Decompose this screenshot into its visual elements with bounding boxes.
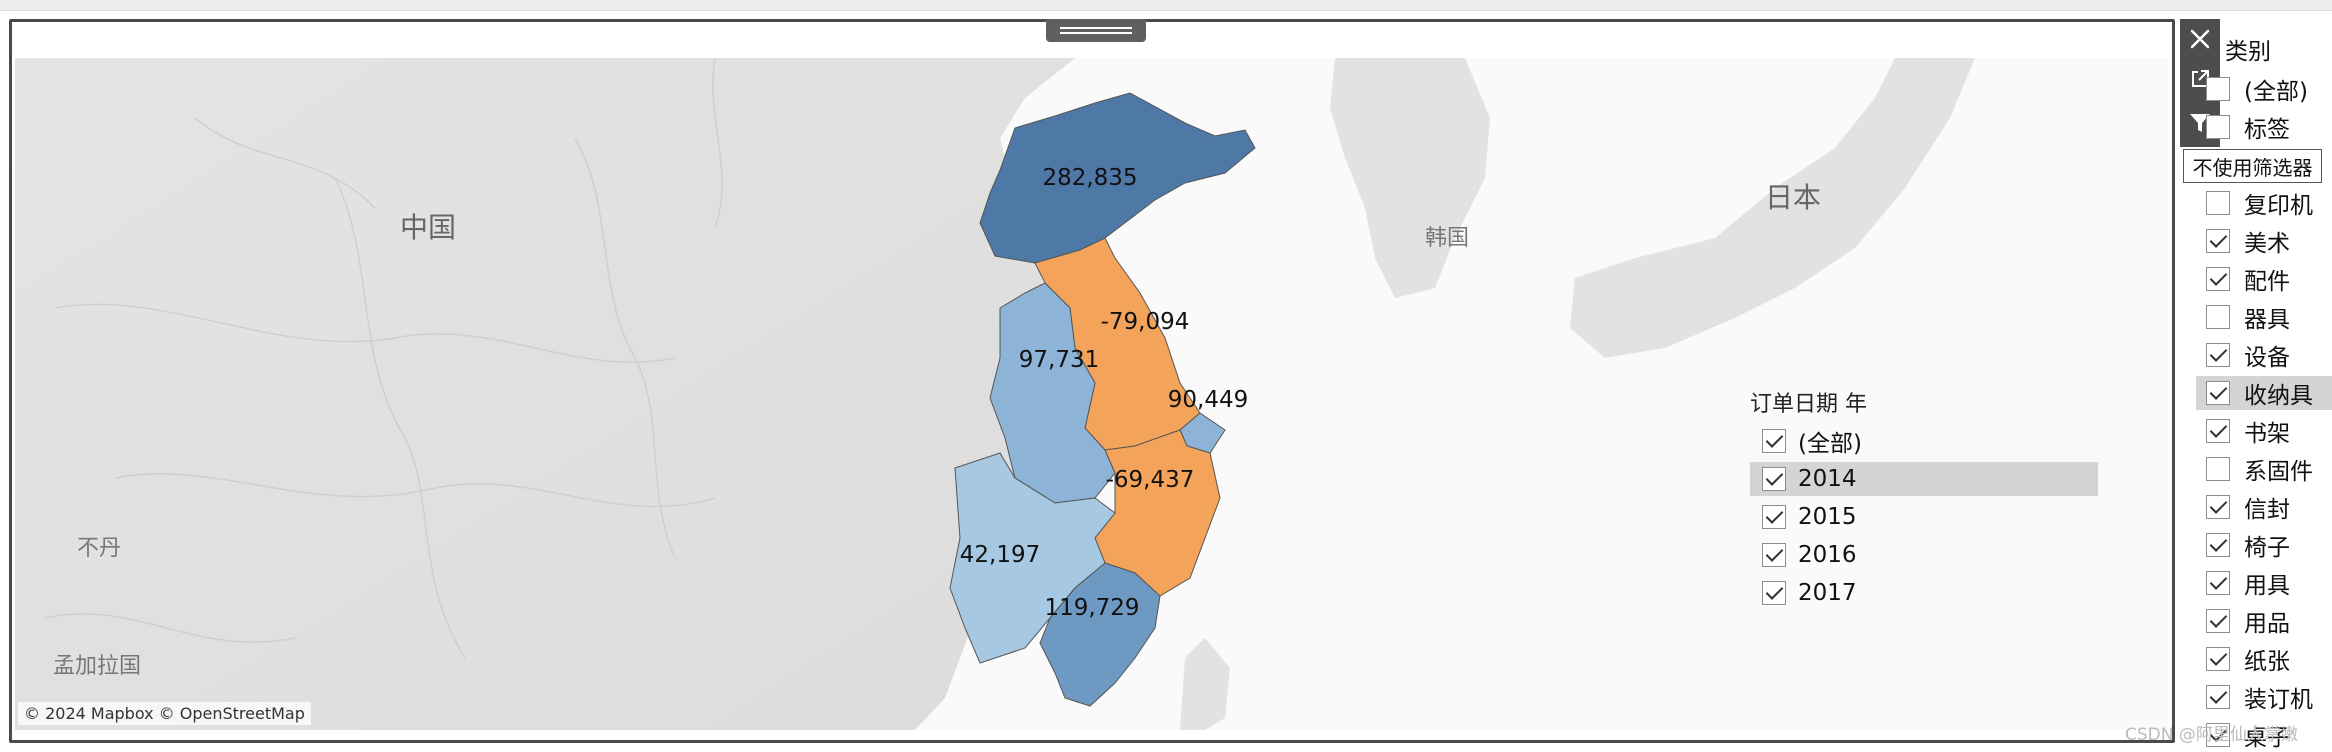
checkbox[interactable] [2206, 115, 2230, 139]
map-attribution[interactable]: © 2024 Mapbox © OpenStreetMap [18, 702, 311, 725]
category-filter-label: 设备 [2244, 345, 2290, 371]
category-filter-item[interactable]: 桌子 [2196, 718, 2332, 752]
checkbox[interactable] [2206, 647, 2230, 671]
watermark: CSDN @阿里仙人掌嫩 [2125, 725, 2298, 745]
category-filter-label: 收纳具 [2244, 383, 2313, 409]
year-filter-label: 2015 [1798, 504, 1857, 530]
year-filter-label: 2014 [1798, 466, 1857, 492]
category-filter-item[interactable]: 美术 [2196, 224, 2332, 258]
checkbox[interactable] [2206, 723, 2230, 747]
checkbox[interactable] [2206, 77, 2230, 101]
checkbox[interactable] [1762, 581, 1786, 605]
category-filter-label: 配件 [2244, 269, 2290, 295]
checkbox[interactable] [2206, 609, 2230, 633]
checkbox[interactable] [2206, 343, 2230, 367]
region-value-zhejiang: -69,437 [1105, 467, 1195, 493]
category-filter-item[interactable]: 信封 [2196, 490, 2332, 524]
category-filter-label: 书架 [2244, 421, 2290, 447]
category-filter-item[interactable]: 用具 [2196, 566, 2332, 600]
province-borders [44, 58, 723, 659]
close-icon[interactable] [2180, 19, 2220, 59]
region-value-fujian: 119,729 [1044, 595, 1140, 621]
region-value-jiangxi: 42,197 [959, 542, 1041, 568]
category-filter-label: 椅子 [2244, 535, 2290, 561]
category-filter-label: 系固件 [2244, 459, 2313, 485]
country-label-bhutan: 不丹 [77, 536, 122, 561]
checkbox[interactable] [2206, 457, 2230, 481]
country-label-japan: 日本 [1765, 181, 1822, 214]
year-filter-label: (全部) [1798, 431, 1862, 457]
region-shandong [979, 92, 1256, 264]
land-mass-mainland [15, 58, 1075, 730]
country-label-korea: 韩国 [1425, 226, 1470, 251]
year-filter-item[interactable]: 2017 [1750, 576, 2098, 610]
checkbox[interactable] [1762, 429, 1786, 453]
land-mass-taiwan [1180, 638, 1230, 730]
region-value-anhui: 97,731 [1018, 347, 1100, 373]
checkbox[interactable] [1762, 505, 1786, 529]
region-value-jiangsu: -79,094 [1100, 309, 1190, 335]
region-value-shandong: 282,835 [1042, 165, 1138, 191]
category-filter-label: 桌子 [2244, 725, 2290, 751]
category-filter-label: 美术 [2244, 231, 2290, 257]
country-label-bangladesh: 孟加拉国 [53, 654, 142, 679]
category-filter-item[interactable]: 装订机 [2196, 680, 2332, 714]
category-filter-item[interactable]: 设备 [2196, 338, 2332, 372]
checkbox[interactable] [2206, 191, 2230, 215]
checkbox[interactable] [2206, 419, 2230, 443]
category-filter-item[interactable]: 收纳具 [2196, 376, 2332, 410]
drag-handle[interactable] [1046, 19, 1146, 42]
category-filter-item[interactable]: 配件 [2196, 262, 2332, 296]
category-filter-label: 用品 [2244, 611, 2290, 637]
category-filter-item[interactable]: 复印机 [2196, 186, 2332, 220]
category-filter-item[interactable]: 书架 [2196, 414, 2332, 448]
category-filter-label: 用具 [2244, 573, 2290, 599]
category-filter-item[interactable]: 纸张 [2196, 642, 2332, 676]
year-filter-label: 2016 [1798, 542, 1857, 568]
checkbox[interactable] [2206, 571, 2230, 595]
checkbox[interactable] [1762, 543, 1786, 567]
category-filter-label: 标签 [2244, 117, 2290, 143]
year-filter-item[interactable]: 2014 [1750, 462, 2098, 496]
year-filter-title: 订单日期 年 [1750, 392, 1867, 417]
category-filter-label: 器具 [2244, 307, 2290, 333]
region-value-shanghai: 90,449 [1167, 387, 1249, 413]
category-filter-item[interactable]: 椅子 [2196, 528, 2332, 562]
filter-tooltip: 不使用筛选器 [2183, 149, 2322, 183]
category-filter-label: (全部) [2244, 79, 2308, 105]
category-filter-label: 装订机 [2244, 687, 2313, 713]
category-filter-title: 类别 [2225, 39, 2271, 65]
category-filter-label: 纸张 [2244, 649, 2290, 675]
checkbox[interactable] [2206, 267, 2230, 291]
top-strip [0, 0, 2332, 11]
category-filter-item[interactable]: 用品 [2196, 604, 2332, 638]
category-filter-label: 复印机 [2244, 193, 2313, 219]
checkbox[interactable] [2206, 229, 2230, 253]
filter-icon[interactable] [2180, 103, 2220, 143]
checkbox[interactable] [2206, 533, 2230, 557]
category-filter-item[interactable]: (全部) [2196, 72, 2332, 106]
region-fujian [1039, 562, 1161, 707]
land-mass-japan [1570, 58, 1975, 358]
category-filter-item[interactable]: 标签 [2196, 110, 2332, 144]
year-filter-label: 2017 [1798, 580, 1857, 606]
year-filter-item[interactable]: (全部) [1750, 424, 2098, 458]
checkbox[interactable] [2206, 685, 2230, 709]
checkbox[interactable] [2206, 381, 2230, 405]
checkbox[interactable] [2206, 495, 2230, 519]
map-canvas[interactable] [15, 58, 2168, 730]
map-view[interactable]: 中国 韩国 日本 不丹 孟加拉国 282,835 -79,094 97,731 … [15, 58, 2168, 730]
category-filter-item[interactable]: 器具 [2196, 300, 2332, 334]
land-mass-korea [1330, 58, 1490, 298]
year-filter-item[interactable]: 2016 [1750, 538, 2098, 572]
category-filter-item[interactable]: 系固件 [2196, 452, 2332, 486]
category-filter-label: 信封 [2244, 497, 2290, 523]
country-label-china: 中国 [400, 211, 457, 244]
checkbox[interactable] [2206, 305, 2230, 329]
checkbox[interactable] [1762, 467, 1786, 491]
year-filter-item[interactable]: 2015 [1750, 500, 2098, 534]
